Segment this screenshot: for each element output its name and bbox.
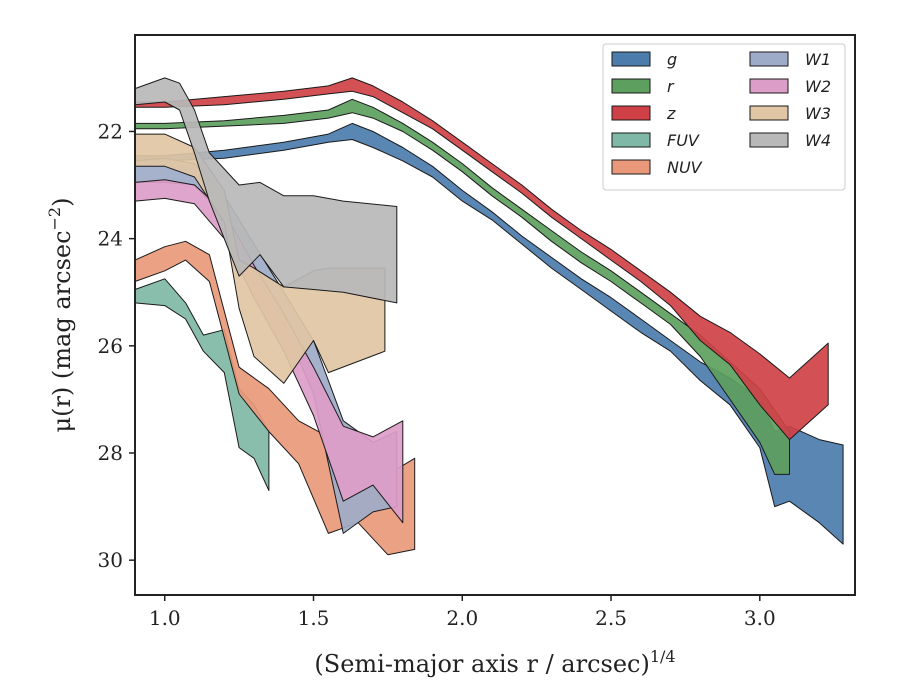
legend-label-g: g <box>667 50 677 69</box>
band-r <box>134 98 790 475</box>
legend-label-nuv: NUV <box>667 158 703 177</box>
y-tick-label: 30 <box>98 548 123 572</box>
legend-swatch-w1 <box>749 51 789 67</box>
legend-swatch-w4 <box>749 132 789 148</box>
y-tick-label: 26 <box>98 334 123 358</box>
legend-label-w2: W2 <box>805 77 831 96</box>
x-tick-label: 1.5 <box>298 606 330 630</box>
band-z <box>134 77 829 441</box>
y-tick-label: 22 <box>98 119 123 143</box>
y-axis-label: μ(r) (mag arcsec−2) <box>45 198 76 433</box>
band-w4 <box>134 77 398 304</box>
x-axis-ticks: 1.0 1.5 2.0 2.5 3.0 <box>149 595 776 630</box>
legend-label-fuv: FUV <box>667 131 700 150</box>
legend-label-w4: W4 <box>805 131 831 150</box>
legend-swatch-w2 <box>749 78 789 94</box>
band-g <box>134 122 844 545</box>
legend-label-w1: W1 <box>805 50 831 69</box>
profile-bands <box>134 77 844 556</box>
x-axis-label: (Semi-major axis r / arcsec)1/4 <box>314 647 675 678</box>
legend-label-z: z <box>666 104 676 123</box>
x-tick-label: 3.0 <box>744 606 776 630</box>
y-tick-label: 28 <box>98 441 123 465</box>
legend-swatch-fuv <box>611 132 651 148</box>
legend-label-w3: W3 <box>805 104 831 123</box>
legend-swatch-r <box>611 78 651 94</box>
x-tick-label: 2.5 <box>595 606 627 630</box>
legend-swatch-nuv <box>611 159 651 175</box>
x-tick-label: 1.0 <box>149 606 181 630</box>
legend-label-r: r <box>667 77 675 96</box>
legend: grz FUV NUV W1 W2 W3 W4 <box>602 43 846 191</box>
y-tick-label: 24 <box>98 227 123 251</box>
plot-frame <box>134 34 856 596</box>
x-tick-label: 2.0 <box>446 606 478 630</box>
legend-swatch-z <box>611 105 651 121</box>
legend-swatch-g <box>611 51 651 67</box>
band-fuv <box>134 278 270 491</box>
legend-swatch-w3 <box>749 105 789 121</box>
y-axis-ticks: 22 24 26 28 30 <box>98 119 135 572</box>
